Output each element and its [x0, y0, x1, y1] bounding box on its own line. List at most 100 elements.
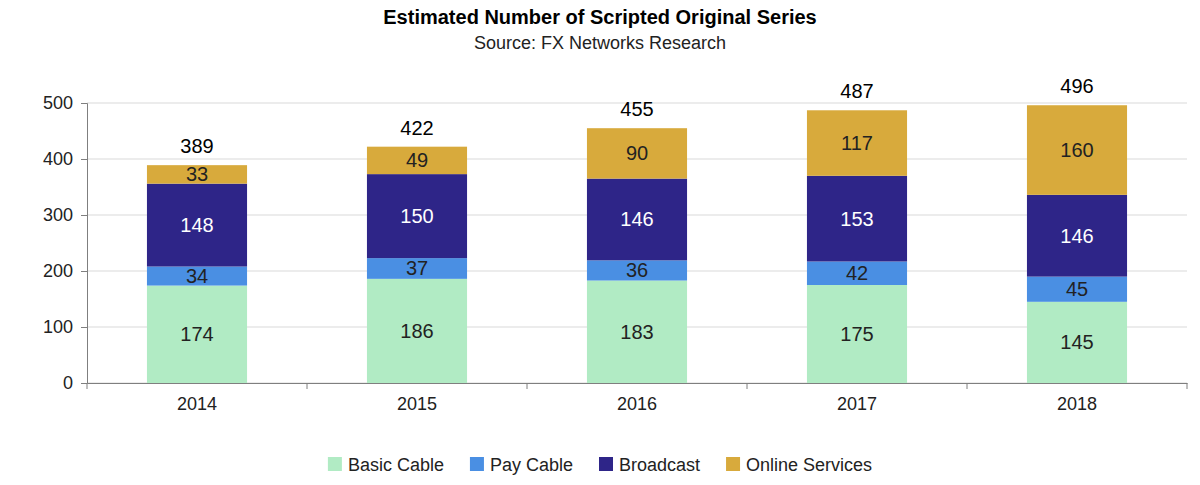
x-tick-label: 2014: [177, 394, 217, 414]
bar-segment: [587, 260, 687, 280]
data-label: 45: [1066, 278, 1088, 300]
legend-swatch: [726, 457, 740, 471]
total-label: 389: [180, 135, 213, 157]
y-tick: 400: [43, 149, 87, 169]
legend-swatch: [599, 457, 613, 471]
y-tick: 0: [63, 373, 87, 393]
data-label: 146: [1060, 225, 1093, 247]
x-axis-line: [88, 383, 1188, 384]
data-label: 183: [620, 321, 653, 343]
legend-item: Pay Cable: [470, 455, 573, 475]
data-label: 90: [626, 142, 648, 164]
y-tick-label: 200: [43, 261, 73, 281]
data-label: 37: [406, 257, 428, 279]
data-label: 174: [180, 323, 213, 345]
legend-swatch: [328, 457, 342, 471]
data-label: 175: [840, 323, 873, 345]
y-tick-label: 100: [43, 317, 73, 337]
bar-segment: [367, 279, 467, 383]
data-label: 153: [840, 208, 873, 230]
bar-segment: [1027, 302, 1127, 383]
category-separator: [307, 383, 308, 389]
bar-segment: [147, 184, 247, 267]
category-separator: [87, 383, 88, 389]
data-label: 36: [626, 259, 648, 281]
bar-segment: [807, 261, 907, 285]
data-label: 42: [846, 262, 868, 284]
bar-segment: [147, 286, 247, 383]
x-tick-label: 2015: [397, 394, 437, 414]
y-tick-mark: [81, 103, 87, 104]
legend-label: Broadcast: [619, 455, 700, 475]
y-tick-label: 500: [43, 93, 73, 113]
y-tick: 100: [43, 317, 87, 337]
y-tick: 200: [43, 261, 87, 281]
grid: [87, 103, 1187, 383]
bar-segment: [807, 176, 907, 262]
legend-item: Basic Cable: [328, 455, 444, 475]
y-tick: 300: [43, 205, 87, 225]
y-tick: 500: [43, 93, 87, 113]
y-tick-label: 0: [63, 373, 73, 393]
plot-area: 0 100 200 300 400 500 174 186 183 175 145 34 37 36 42 4…: [43, 75, 1188, 414]
totals: 389 422 455 487 496: [180, 75, 1093, 157]
chart: Estimated Number of Scripted Original Se…: [0, 0, 1200, 485]
bar-segment: [587, 179, 687, 261]
data-label: 34: [186, 265, 208, 287]
data-label: 49: [406, 149, 428, 171]
bar-segment: [807, 285, 907, 383]
total-label: 487: [840, 80, 873, 102]
category-separator: [527, 383, 528, 389]
x-tick: 2014: [177, 383, 217, 414]
bar-segment: [1027, 105, 1127, 195]
x-tick-label: 2018: [1057, 394, 1097, 414]
bar-segment: [587, 128, 687, 178]
bar-segment: [807, 110, 907, 176]
category-separator: [967, 383, 968, 389]
y-tick-label: 300: [43, 205, 73, 225]
legend-item: Online Services: [726, 455, 872, 475]
data-label: 146: [620, 208, 653, 230]
y-axis-line: [81, 104, 88, 384]
x-tick-label: 2016: [617, 394, 657, 414]
total-label: 496: [1060, 75, 1093, 97]
y-tick-label: 400: [43, 149, 73, 169]
category-separator: [747, 383, 748, 389]
title: Estimated Number of Scripted Original Se…: [383, 6, 816, 28]
x-tick: 2016: [617, 383, 657, 414]
data-label: 33: [186, 163, 208, 185]
subtitle: Source: FX Networks Research: [474, 33, 726, 53]
y-tick-mark: [81, 327, 87, 328]
bar-segment: [587, 281, 687, 383]
x-tick: 2017: [837, 383, 877, 414]
x-tick: 2015: [397, 383, 437, 414]
y-tick-mark: [81, 383, 87, 384]
legend-label: Online Services: [746, 455, 872, 475]
y-tick-mark: [81, 271, 87, 272]
legend-item: Broadcast: [599, 455, 700, 475]
bar-segment: [367, 258, 467, 279]
legend: Basic Cable Pay Cable Broadcast Online Serv…: [328, 455, 872, 475]
data-labels: 174 186 183 175 145 34 37 36 42 45 148 150 146 153 146…: [180, 132, 1093, 353]
legend-swatch: [470, 457, 484, 471]
category-separator: [1187, 383, 1188, 389]
data-label: 150: [400, 205, 433, 227]
series: [147, 279, 1127, 383]
x-axis: 2014 2015 2016 2017 2018: [87, 383, 1188, 414]
bars: [147, 105, 1127, 383]
bar-segment: [367, 174, 467, 258]
data-label: 148: [180, 214, 213, 236]
y-tick-mark: [81, 159, 87, 160]
bar-segment: [1027, 277, 1127, 302]
total-label: 422: [400, 117, 433, 139]
legend-label: Basic Cable: [348, 455, 444, 475]
data-label: 145: [1060, 331, 1093, 353]
total-label: 455: [620, 98, 653, 120]
data-label: 117: [841, 132, 873, 154]
series: [147, 258, 1127, 302]
x-tick-label: 2017: [837, 394, 877, 414]
data-label: 186: [400, 320, 433, 342]
bar-segment: [367, 147, 467, 174]
x-tick: 2018: [1057, 383, 1097, 414]
bar-segment: [1027, 195, 1127, 277]
